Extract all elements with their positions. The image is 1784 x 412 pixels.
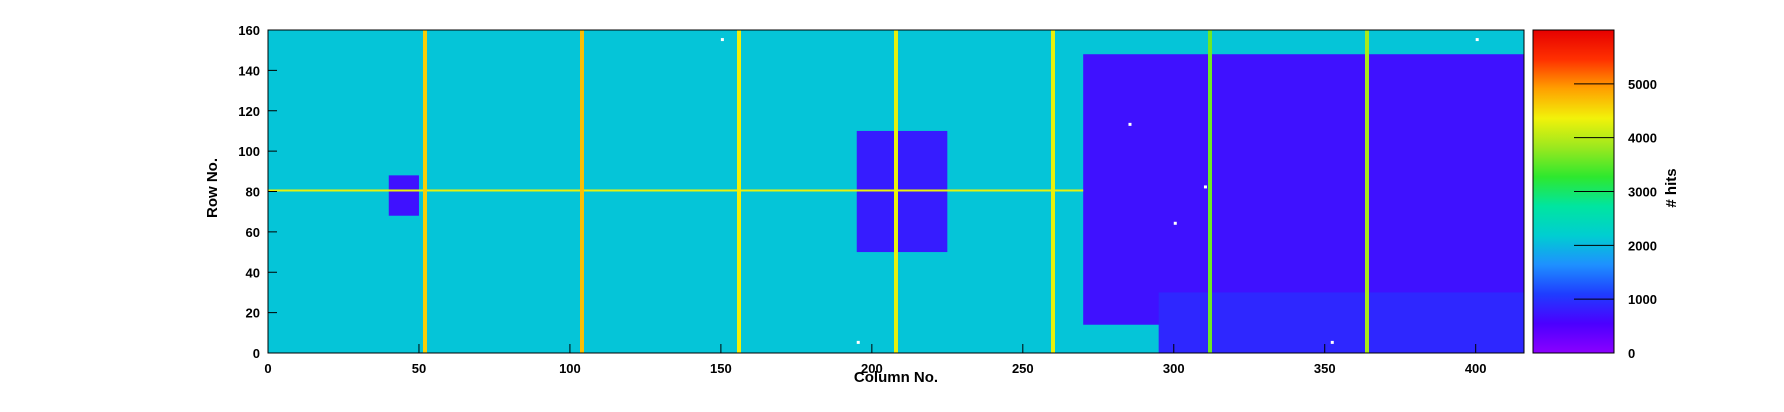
- heatmap-hot-column: [1051, 30, 1055, 353]
- heatmap-hot-column: [1208, 30, 1212, 353]
- y-tick-label: 120: [238, 104, 260, 119]
- y-axis: 0 20 40 60 80 100 120 140 160: [238, 23, 277, 361]
- heatmap-dead-pixel: [720, 38, 724, 42]
- x-tick-label: 350: [1314, 361, 1336, 376]
- color-scale: 0 1000 2000 3000 4000 5000: [1532, 29, 1657, 361]
- y-tick-label: 40: [246, 265, 260, 280]
- heatmap-dead-pixel: [1128, 122, 1132, 126]
- x-axis-title: Column No.: [854, 369, 938, 386]
- color-scale-tick-label: 4000: [1628, 131, 1657, 146]
- heatmap-region-right-block: [1083, 54, 1524, 325]
- x-tick-label: 150: [710, 361, 732, 376]
- x-tick-label: 0: [264, 361, 271, 376]
- y-tick-label: 140: [238, 63, 260, 78]
- x-tick-label: 300: [1163, 361, 1185, 376]
- heatmap-hot-column: [1365, 30, 1369, 353]
- color-scale-tick-label: 3000: [1628, 185, 1657, 200]
- heatmap-dead-pixel: [1475, 38, 1479, 42]
- color-scale-title: # hits: [1663, 168, 1680, 207]
- x-tick-label: 400: [1465, 361, 1487, 376]
- y-tick-label: 100: [238, 144, 260, 159]
- heatmap-hot-column: [737, 30, 741, 353]
- color-scale-tick-label: 0: [1628, 346, 1635, 361]
- y-tick-label: 160: [238, 23, 260, 38]
- y-tick-label: 0: [253, 346, 260, 361]
- heatmap-hot-row: [268, 189, 1084, 192]
- color-scale-tick-label: 1000: [1628, 292, 1657, 307]
- y-tick-label: 80: [246, 185, 260, 200]
- x-tick-label: 50: [412, 361, 426, 376]
- color-scale-tick-label: 5000: [1628, 77, 1657, 92]
- y-tick-label: 60: [246, 225, 260, 240]
- heatmap-dead-pixel: [1330, 340, 1334, 344]
- plot-area: [267, 29, 1525, 354]
- x-tick-label: 250: [1012, 361, 1034, 376]
- heatmap-hot-column: [894, 30, 898, 353]
- heatmap-region-left-pad: [388, 175, 419, 216]
- heatmap-hot-column: [580, 30, 584, 353]
- heatmap-dead-pixel: [856, 340, 860, 344]
- y-tick-label: 20: [246, 306, 260, 321]
- x-tick-label: 200: [861, 361, 883, 376]
- color-scale-tick-label: 2000: [1628, 238, 1657, 253]
- x-axis: 0 50 100 150 200 250 300 350 400: [264, 344, 1524, 376]
- heatmap-dead-pixel: [1203, 185, 1207, 189]
- heatmap-region-lower-right-block: [1158, 292, 1524, 353]
- heatmap-hot-column: [423, 30, 427, 353]
- x-tick-label: 100: [559, 361, 581, 376]
- heatmap-dead-pixel: [1173, 221, 1177, 225]
- y-axis-title: Row No.: [204, 158, 221, 218]
